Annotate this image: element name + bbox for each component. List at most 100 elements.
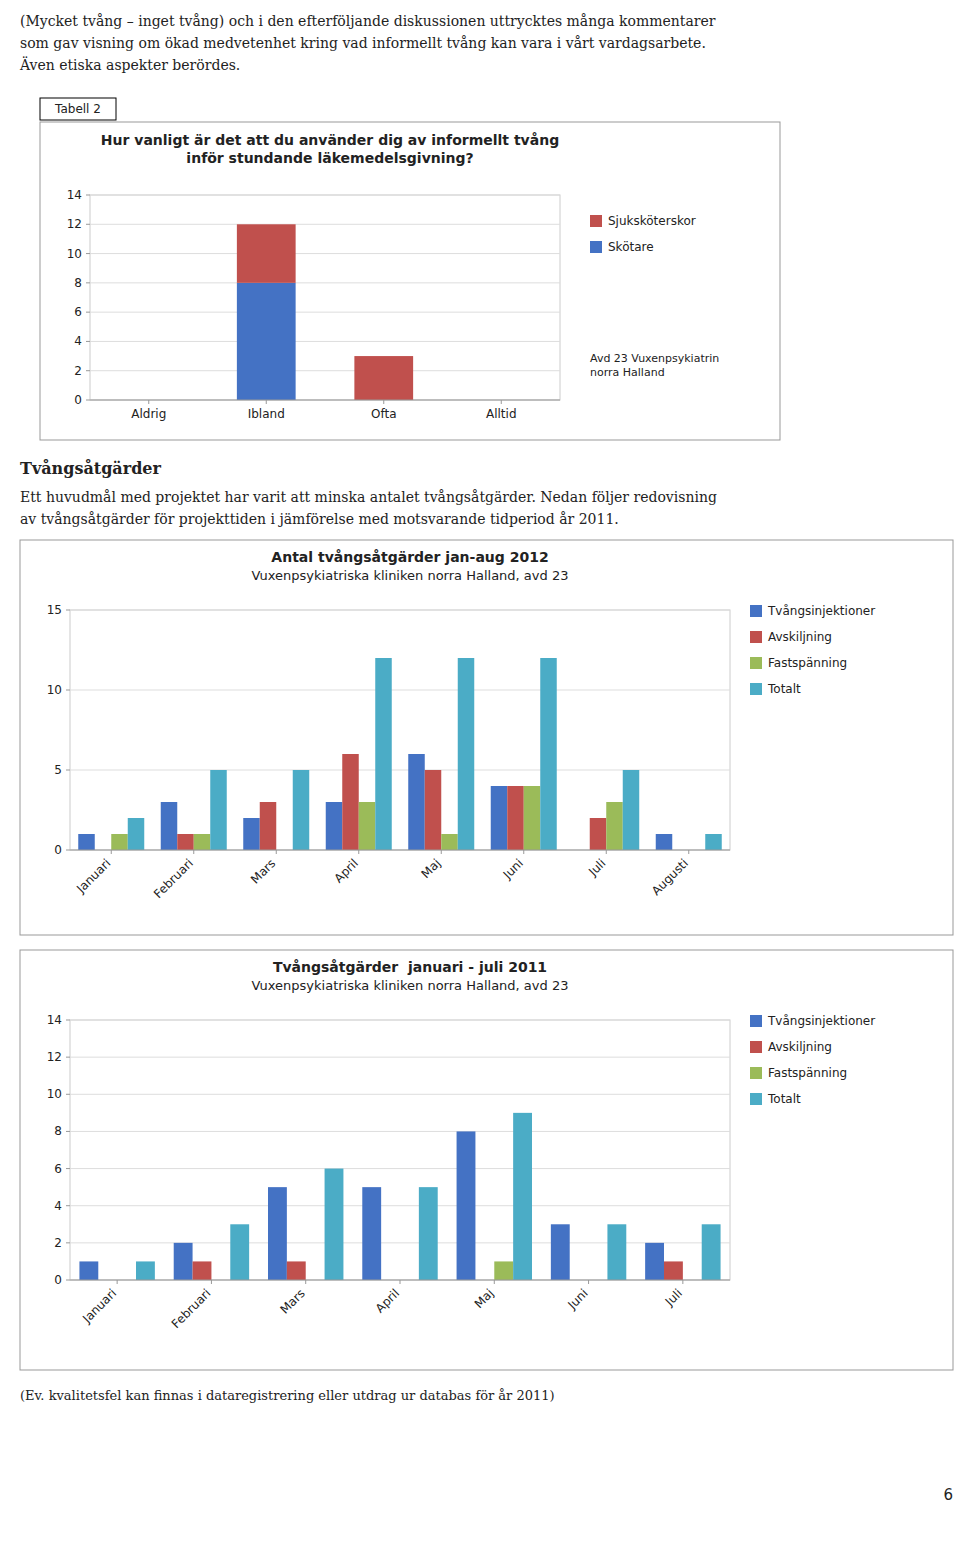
x-tick — [606, 850, 607, 854]
x-tick — [688, 850, 689, 854]
y-tick — [86, 312, 90, 313]
x-tick — [148, 400, 149, 404]
grid-line — [70, 1094, 730, 1095]
x-tick — [211, 1280, 212, 1284]
x-axis — [90, 400, 560, 401]
bar — [540, 658, 557, 850]
y-tick — [66, 1094, 70, 1095]
bar — [441, 834, 458, 850]
bar — [607, 1224, 626, 1280]
legend-swatch — [750, 683, 762, 695]
legend-entry: Fastspänning — [768, 1066, 847, 1080]
y-tick — [66, 690, 70, 691]
legend-swatch — [750, 605, 762, 617]
y-tick-label: 10 — [67, 247, 82, 261]
x-tick-label: Ibland — [248, 407, 285, 421]
grid-line — [90, 195, 560, 196]
chart-subtitle: Vuxenpsykiatriska kliniken norra Halland… — [252, 568, 569, 583]
bar — [702, 1224, 721, 1280]
grid-line — [70, 1131, 730, 1132]
section-text: Ett huvudmål med projektet har varit att… — [20, 489, 717, 505]
bar — [645, 1243, 664, 1280]
annotation-box — [40, 98, 116, 120]
legend-entry: Sjuksköterskor — [608, 214, 696, 228]
bar — [590, 818, 607, 850]
bar — [128, 818, 145, 850]
grid-line — [90, 370, 560, 371]
y-tick-label: 5 — [54, 763, 62, 777]
bar — [705, 834, 722, 850]
bar — [326, 802, 343, 850]
legend-swatch — [750, 1041, 762, 1053]
x-tick-label: April — [373, 1286, 402, 1315]
annotation: Tabell 2 — [54, 102, 101, 116]
y-tick-label: 14 — [47, 1013, 62, 1027]
chart-box — [20, 540, 953, 935]
grid-line — [70, 690, 730, 691]
section-text: av tvångsåtgärder för projekttiden i jäm… — [20, 511, 619, 527]
legend-entry: Avskiljning — [768, 1040, 832, 1054]
x-tick-label: Juli — [585, 856, 608, 879]
bar — [268, 1187, 287, 1280]
bar — [425, 770, 442, 850]
legend-swatch — [750, 657, 762, 669]
bars — [79, 1113, 720, 1280]
bar — [260, 802, 277, 850]
bar — [513, 1113, 532, 1280]
y-tick — [86, 370, 90, 371]
background — [0, 0, 973, 1547]
y-tick — [66, 610, 70, 611]
x-axis — [70, 850, 730, 851]
chart: Hur vanligt är det att du använder dig a… — [40, 98, 780, 440]
bar — [419, 1187, 438, 1280]
bar — [293, 770, 310, 850]
x-tick — [111, 850, 112, 854]
bar — [243, 818, 260, 850]
x-tick-label: Mars — [277, 1286, 307, 1316]
legend-entry: Tvångsinjektioner — [767, 1014, 875, 1028]
legend-entry: Skötare — [608, 240, 654, 254]
legend-entry: Totalt — [767, 682, 801, 696]
intro-text: som gav visning om ökad medvetenhet krin… — [20, 35, 706, 51]
x-tick — [358, 850, 359, 854]
intro-text: (Mycket tvång – inget tvång) och i den e… — [20, 13, 716, 29]
y-tick-label: 12 — [67, 217, 82, 231]
grid-line — [90, 312, 560, 313]
legend-swatch — [590, 241, 602, 253]
x-tick-label: Augusti — [649, 856, 691, 898]
y-tick-label: 8 — [74, 276, 82, 290]
annotation: Avd 23 Vuxenpsykiatrinnorra Halland — [590, 352, 719, 379]
chart-subtitle: Vuxenpsykiatriska kliniken norra Halland… — [252, 978, 569, 993]
x-tick — [523, 850, 524, 854]
grid-line — [90, 282, 560, 283]
grid-line — [70, 850, 730, 851]
y-tick-label: 12 — [47, 1050, 62, 1064]
bar — [174, 1243, 193, 1280]
y-tick — [66, 1168, 70, 1169]
bar — [375, 658, 392, 850]
chart-box — [20, 950, 953, 1370]
intro-text: Även etiska aspekter berördes. — [19, 56, 240, 73]
bar — [551, 1224, 570, 1280]
grid-line — [70, 1168, 730, 1169]
x-tick-label: Januari — [73, 856, 113, 896]
x-tick — [276, 850, 277, 854]
grid-line — [90, 224, 560, 225]
bar — [664, 1261, 683, 1280]
bar — [136, 1261, 155, 1280]
y-tick-label: 2 — [54, 1236, 62, 1250]
y-tick-label: 0 — [54, 1273, 62, 1287]
bar — [491, 786, 508, 850]
bars — [237, 224, 413, 400]
bar — [458, 658, 475, 850]
legend-entry: Fastspänning — [768, 656, 847, 670]
x-tick-label: April — [332, 856, 361, 885]
y-tick — [86, 400, 90, 401]
bar — [457, 1131, 476, 1280]
x-tick-label: Aldrig — [131, 407, 166, 421]
x-tick-label: Ofta — [371, 407, 397, 421]
x-tick-label: Februari — [151, 856, 196, 901]
bars — [78, 658, 722, 850]
x-tick-label: Juni — [500, 856, 526, 882]
bar — [494, 1261, 513, 1280]
